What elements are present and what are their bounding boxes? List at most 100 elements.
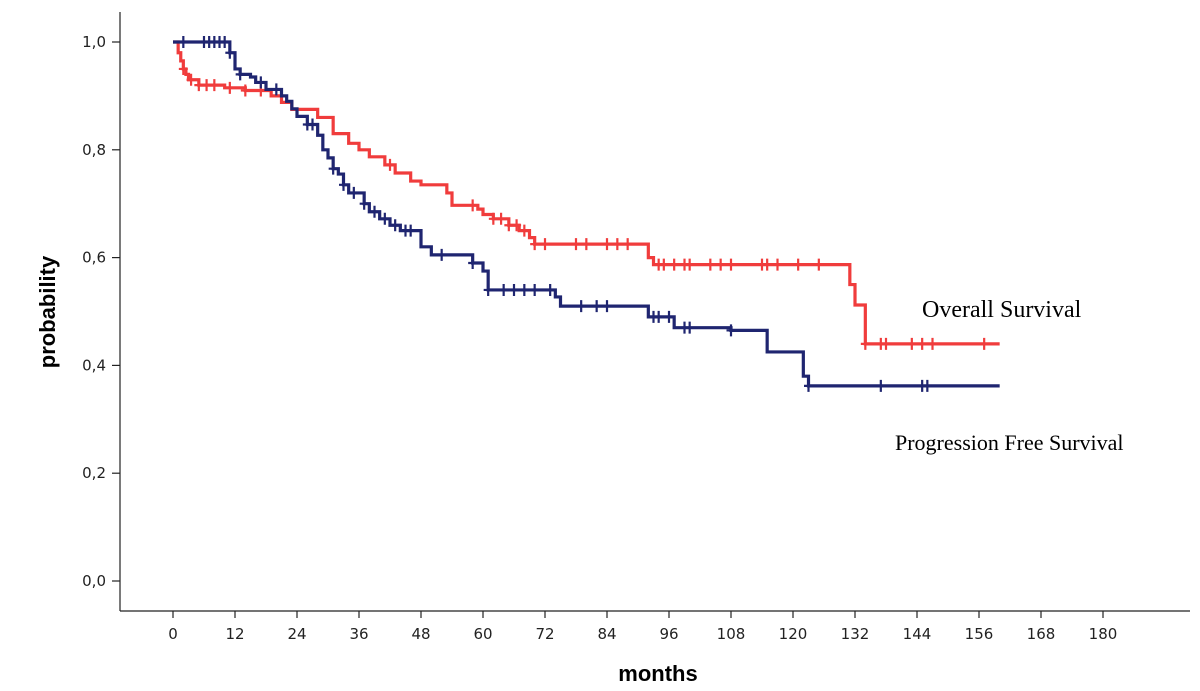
y-axis-title: probability	[35, 255, 60, 368]
censor-mark	[499, 283, 509, 296]
censor-mark	[685, 321, 695, 334]
x-tick-label: 156	[965, 625, 994, 643]
x-tick-label: 108	[717, 625, 746, 643]
censor-mark	[390, 219, 400, 232]
censor-mark	[876, 379, 886, 392]
x-tick-label: 132	[841, 625, 870, 643]
censor-mark	[370, 205, 379, 218]
y-tick-label: 0,0	[82, 572, 106, 590]
censor-mark	[271, 83, 281, 96]
censor-mark	[225, 46, 235, 59]
censor-mark	[581, 238, 591, 251]
x-tick-label: 72	[535, 625, 554, 643]
censor-mark	[178, 36, 188, 48]
censor-mark	[512, 219, 522, 232]
censor-mark	[194, 79, 204, 92]
censor-mark	[225, 81, 235, 94]
y-tick-label: 1,0	[82, 33, 106, 51]
censor-mark	[804, 379, 813, 392]
x-tick-label: 168	[1027, 625, 1056, 643]
x-axis-title: months	[618, 661, 697, 686]
censor-mark	[685, 258, 695, 271]
censor-mark	[664, 310, 674, 323]
x-tick-label: 120	[779, 625, 808, 643]
x-tick-label: 144	[903, 625, 932, 643]
censor-mark	[308, 118, 317, 131]
censor-mark	[530, 283, 540, 296]
censor-mark	[328, 162, 338, 175]
censor-mark	[519, 224, 529, 237]
censor-mark	[928, 337, 937, 350]
censor-mark	[612, 238, 622, 251]
x-ticks: 0 12 24 36 48 60 72 84 96 108 120 132 144 156 168 180	[168, 611, 1117, 643]
censor-mark	[339, 178, 348, 191]
censor-mark	[186, 73, 196, 86]
censor-mark	[380, 212, 390, 225]
series-progression-free-survival	[173, 36, 1000, 392]
x-tick-label: 12	[225, 625, 244, 643]
censor-mark	[509, 283, 519, 296]
x-tick-label: 0	[168, 625, 178, 643]
y-ticks: 0,0 0,2 0,4 0,6 0,8 1,0	[82, 33, 120, 590]
censor-mark	[922, 379, 932, 392]
censor-mark	[602, 300, 612, 313]
x-tick-label: 84	[597, 625, 616, 643]
series-layer	[173, 36, 1000, 392]
censor-mark	[483, 283, 493, 296]
censor-mark	[540, 238, 550, 251]
censor-mark	[468, 256, 478, 269]
axes	[119, 12, 1190, 612]
censor-mark	[726, 258, 736, 271]
censor-mark	[571, 238, 581, 251]
censor-mark	[705, 258, 715, 271]
survival-step-line	[173, 40, 1000, 346]
censor-mark	[202, 79, 212, 92]
y-tick-label: 0,6	[82, 249, 106, 267]
censor-mark	[406, 224, 416, 237]
censor-mark	[917, 337, 927, 350]
censor-mark	[545, 283, 555, 296]
series-overall-survival	[173, 40, 1000, 350]
censor-mark	[773, 258, 782, 271]
censor-mark	[178, 62, 188, 75]
censor-mark	[669, 258, 679, 271]
censor-mark	[860, 337, 870, 350]
censor-mark	[385, 158, 395, 171]
censor-mark	[496, 212, 506, 225]
censor-mark	[209, 79, 219, 92]
censor-mark	[256, 76, 266, 89]
censor-mark	[240, 84, 250, 97]
censor-mark	[793, 258, 803, 271]
censor-mark	[762, 258, 772, 271]
y-tick-label: 0,8	[82, 141, 106, 159]
censor-mark	[235, 68, 245, 81]
x-tick-label: 60	[473, 625, 492, 643]
censor-mark	[504, 219, 514, 232]
x-tick-label: 180	[1089, 625, 1118, 643]
censor-mark	[654, 310, 664, 323]
censor-mark	[437, 248, 447, 261]
censor-mark	[659, 258, 669, 271]
progression-free-survival-label: Progression Free Survival	[895, 430, 1124, 455]
censor-mark	[623, 238, 633, 251]
censor-mark	[592, 300, 602, 313]
censor-mark	[468, 199, 478, 212]
censor-mark	[349, 186, 359, 199]
x-tick-label: 24	[287, 625, 306, 643]
x-tick-label: 48	[411, 625, 430, 643]
censor-mark	[726, 324, 736, 337]
censor-mark	[488, 212, 498, 225]
x-tick-label: 96	[659, 625, 678, 643]
censor-mark	[220, 36, 230, 48]
y-tick-label: 0,4	[82, 356, 106, 374]
censor-mark	[602, 238, 612, 251]
censor-mark	[979, 337, 989, 350]
y-tick-label: 0,2	[82, 464, 106, 482]
censor-mark	[519, 283, 529, 296]
censor-mark	[814, 258, 824, 271]
survival-step-line	[173, 40, 1000, 388]
censor-mark	[576, 300, 586, 313]
x-tick-label: 36	[349, 625, 368, 643]
censor-mark	[530, 238, 540, 251]
